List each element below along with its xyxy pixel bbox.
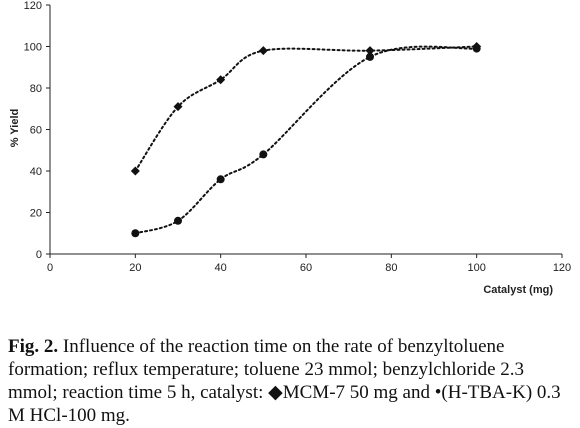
y-tick-label: 80 [30,83,42,95]
series-diamond-line [134,45,478,172]
y-tick-label: 40 [30,166,42,178]
circle-marker [472,44,481,53]
diamond-marker [130,166,140,176]
x-tick-label: 100 [467,262,485,274]
circle-marker [259,150,268,159]
y-tick-label: 0 [36,249,42,261]
y-tick-label: 120 [24,0,42,12]
diamond-marker [365,46,375,56]
caption-text: Influence of the reaction time on the ra… [8,336,561,426]
x-tick-label: 20 [129,262,141,274]
tick-marks [46,4,563,258]
diamond-marker [173,102,183,112]
tick-labels: 0 20 40 60 80 100 120 0 20 40 60 80 100 120 [24,0,572,274]
y-tick-label: 20 [30,208,42,220]
y-tick-label: 100 [24,42,42,54]
circle-marker [216,175,225,184]
x-tick-label: 0 [47,262,53,274]
x-tick-label: 60 [300,262,312,274]
x-tick-label: 120 [553,262,571,274]
series-circle-line [134,45,478,235]
x-axis-title: Catalyst (mg) [483,284,553,296]
series-lines [134,45,478,235]
y-tick-label: 60 [30,125,42,137]
yield-chart: 0 20 40 60 80 100 120 0 20 40 60 80 100 120 % Yield C… [9,0,572,296]
circle-marker [366,52,374,61]
axes [49,5,562,255]
y-axis-title: % Yield [9,109,21,148]
diamond-marker [216,75,226,85]
x-tick-label: 80 [385,262,397,274]
data-markers [130,42,482,238]
caption-label: Fig. 2. [8,336,59,357]
circle-marker [174,216,182,225]
figure-caption: Fig. 2. Influence of the reaction time o… [8,335,574,427]
diamond-marker [258,46,268,56]
circle-marker [131,229,140,238]
x-tick-label: 40 [215,262,227,274]
